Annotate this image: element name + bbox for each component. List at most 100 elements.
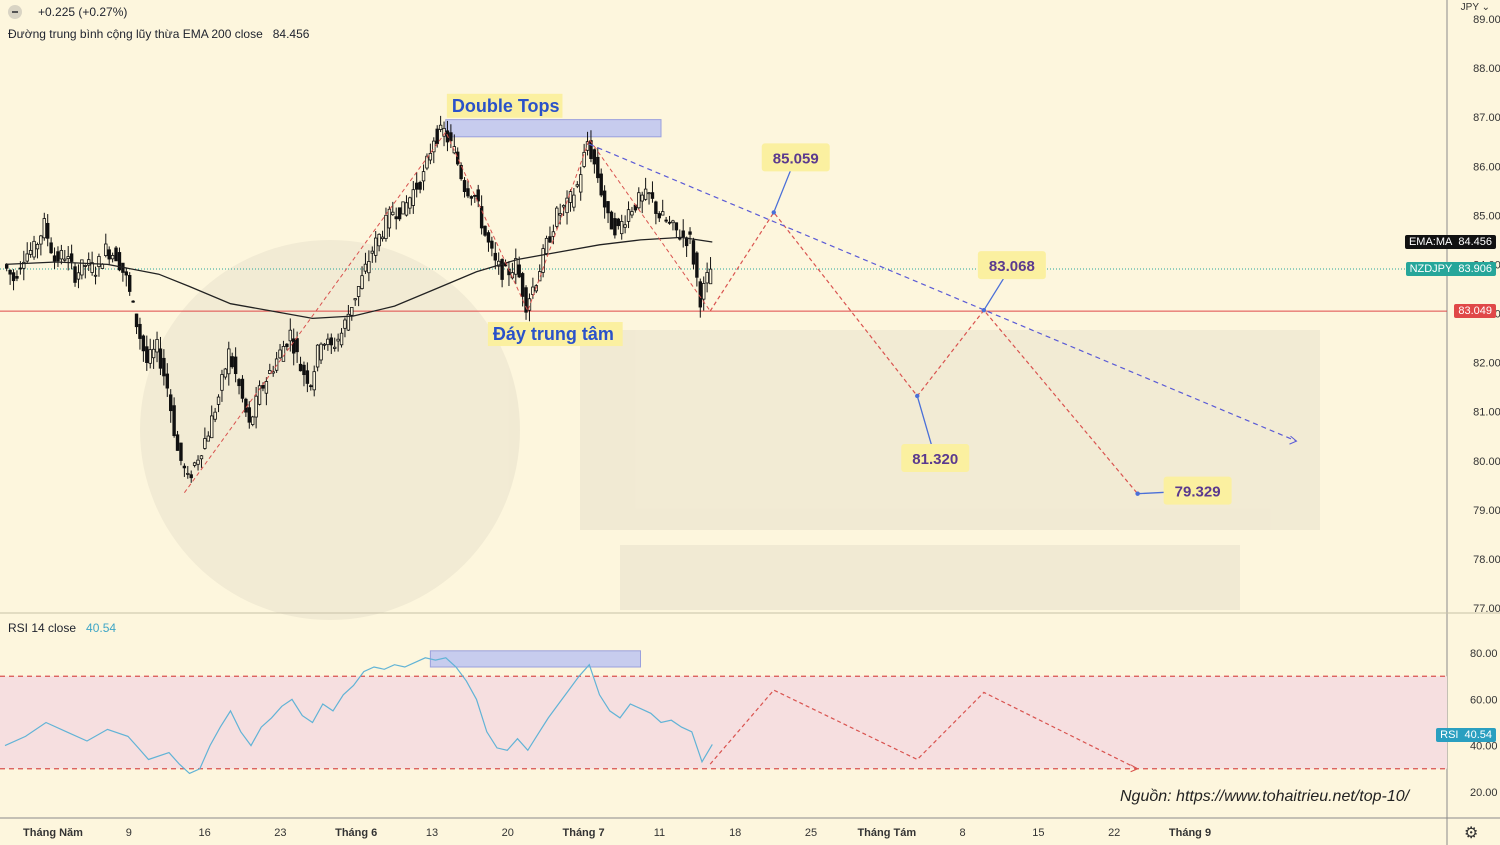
candle xyxy=(104,233,108,258)
candle xyxy=(93,266,98,285)
candle-body xyxy=(469,196,474,199)
candle-body xyxy=(363,263,368,272)
annotation-text: Đáy trung tâm xyxy=(493,324,614,344)
candle-body xyxy=(169,394,173,412)
candle-body xyxy=(548,236,552,243)
candle-body xyxy=(647,192,651,195)
candle-body xyxy=(186,472,190,475)
candle xyxy=(237,377,241,395)
ema-legend-value: 84.456 xyxy=(272,27,310,41)
candle xyxy=(363,252,368,274)
rsi-projection-arrow xyxy=(1130,764,1139,773)
candle xyxy=(531,277,535,299)
candle-body xyxy=(32,240,36,258)
x-tick-label: 18 xyxy=(729,827,741,839)
candle-body xyxy=(56,251,60,262)
candle-body xyxy=(626,209,631,222)
candle-body xyxy=(87,259,91,266)
rsi-projection-path xyxy=(709,689,1138,770)
candle-body xyxy=(425,155,429,169)
candle-body xyxy=(350,306,354,316)
candle-body xyxy=(83,265,87,267)
callout-value: 81.320 xyxy=(912,451,958,468)
rsi-tag-name: RSI xyxy=(1440,729,1459,741)
candle-body xyxy=(25,253,29,262)
candle-body xyxy=(606,201,610,214)
currency-selector[interactable]: JPY ⌄ xyxy=(1460,2,1490,13)
candle-body xyxy=(671,220,675,224)
candle xyxy=(367,250,371,282)
candle-body xyxy=(551,231,556,237)
candle xyxy=(59,244,64,265)
candle xyxy=(592,148,597,174)
x-tick-label: 8 xyxy=(960,827,966,839)
y-tick-label: 85.000 xyxy=(1473,210,1500,222)
candle-body xyxy=(76,272,81,280)
callout-anchor xyxy=(981,307,987,313)
candle xyxy=(640,191,644,214)
candle-body xyxy=(247,407,251,423)
candle-body xyxy=(315,344,320,368)
candle xyxy=(213,407,217,423)
candle xyxy=(25,242,29,264)
candle-body xyxy=(589,140,593,160)
candle-body xyxy=(705,272,709,284)
candle xyxy=(155,331,159,363)
candle-body xyxy=(114,247,118,262)
candle xyxy=(329,333,333,354)
candle xyxy=(223,367,228,380)
support-tag-value: 83.049 xyxy=(1458,305,1492,317)
candle xyxy=(305,362,310,393)
candle xyxy=(415,172,419,198)
candle-body xyxy=(295,338,299,353)
candle xyxy=(555,206,559,229)
ema-legend-label: Đường trung bình cộng lũy thừa EMA 200 c… xyxy=(8,27,263,41)
candle xyxy=(298,356,303,372)
candle xyxy=(49,237,53,254)
candle-body xyxy=(117,252,122,271)
y-tick-label: 87.000 xyxy=(1473,112,1500,124)
candle-body xyxy=(63,258,67,261)
rsi-legend-value: 40.54 xyxy=(86,621,117,635)
candle xyxy=(339,328,344,348)
candle-body xyxy=(462,180,467,192)
candle xyxy=(148,338,152,369)
candle xyxy=(404,195,409,217)
candle-body xyxy=(322,343,327,346)
candle-body xyxy=(661,211,665,216)
trendline-arrow xyxy=(1289,435,1298,445)
candle xyxy=(35,242,40,259)
candle-body xyxy=(22,261,26,269)
candle xyxy=(353,298,357,306)
candle-body xyxy=(654,201,658,214)
legend-toggle-icon[interactable] xyxy=(8,5,22,19)
candle xyxy=(497,252,501,275)
annotation-text: Double Tops xyxy=(452,96,560,116)
candle-body xyxy=(69,253,74,262)
candle-body xyxy=(305,370,310,384)
candle-body xyxy=(401,201,405,215)
ema-legend[interactable]: Đường trung bình cộng lũy thừa EMA 200 c… xyxy=(8,27,309,41)
candle xyxy=(599,168,603,198)
candle-body xyxy=(411,189,415,206)
x-tick-label: 25 xyxy=(805,827,817,839)
candle-body xyxy=(602,190,607,208)
rsi-legend[interactable]: RSI 14 close 40.54 xyxy=(8,621,116,635)
ema-tag-value: 84.456 xyxy=(1458,236,1492,248)
candle xyxy=(350,306,354,321)
candle xyxy=(309,384,313,391)
candle xyxy=(203,427,207,450)
candle xyxy=(117,247,122,272)
candle xyxy=(602,185,607,219)
candle-body xyxy=(66,256,70,259)
projection-callout: 81.320 xyxy=(901,393,970,472)
candle-body xyxy=(52,255,57,262)
candle-body xyxy=(319,343,323,361)
candle-body xyxy=(356,286,361,297)
candle-body xyxy=(251,416,255,425)
candle-body xyxy=(261,384,265,389)
candle-body xyxy=(39,235,43,245)
candle-body xyxy=(93,274,98,277)
gear-icon[interactable]: ⚙ xyxy=(1464,825,1479,842)
